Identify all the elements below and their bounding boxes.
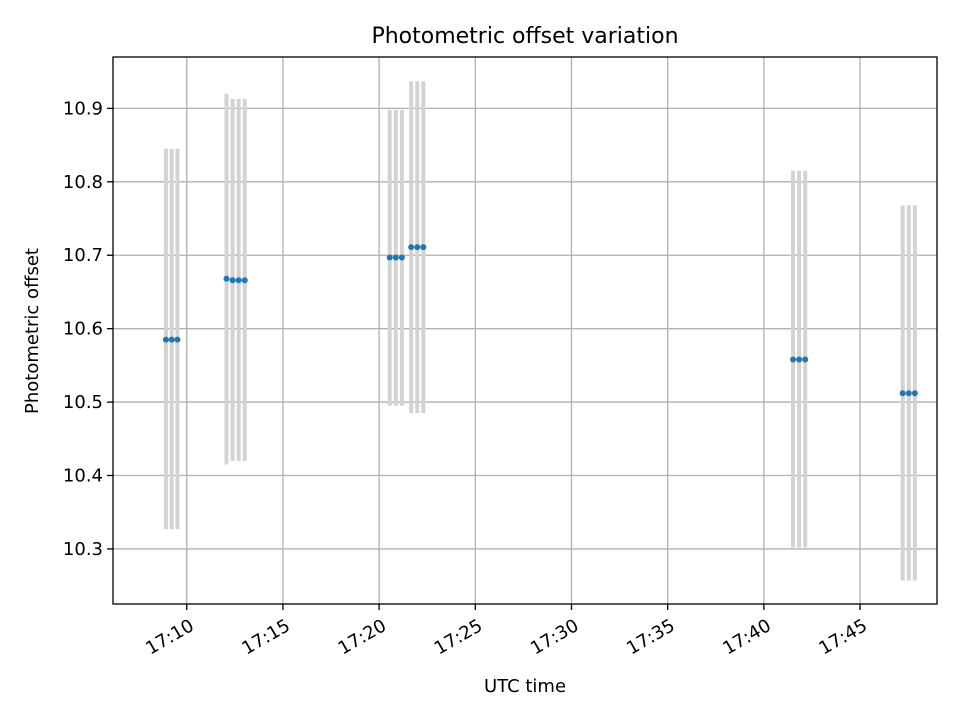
data-point (386, 254, 393, 261)
data-point (899, 390, 906, 397)
data-point (398, 254, 405, 261)
data-point (420, 244, 427, 251)
y-tick-label: 10.8 (63, 172, 103, 193)
y-axis-label: Photometric offset (22, 248, 43, 414)
plot-frame (112, 56, 938, 605)
y-tick-label: 10.7 (63, 245, 103, 266)
data-point (905, 390, 912, 397)
data-point (162, 336, 169, 343)
data-point (802, 356, 809, 363)
data-point (174, 336, 181, 343)
data-point (241, 277, 248, 284)
data-point (796, 356, 803, 363)
data-point (392, 254, 399, 261)
data-point (414, 244, 421, 251)
data-point (408, 244, 415, 251)
data-point (223, 275, 230, 282)
y-tick-label: 10.4 (63, 466, 103, 487)
data-point (229, 277, 236, 284)
point-layer (162, 244, 918, 397)
y-tick-label: 10.9 (63, 98, 103, 119)
data-point (168, 336, 175, 343)
data-point (911, 390, 918, 397)
chart-title: Photometric offset variation (371, 24, 678, 49)
data-point (235, 277, 242, 284)
data-point (790, 356, 797, 363)
x-axis-label: UTC time (484, 676, 566, 697)
y-tick-label: 10.5 (63, 392, 103, 413)
y-tick-label: 10.6 (63, 319, 103, 340)
y-tick-label: 10.3 (63, 539, 103, 560)
